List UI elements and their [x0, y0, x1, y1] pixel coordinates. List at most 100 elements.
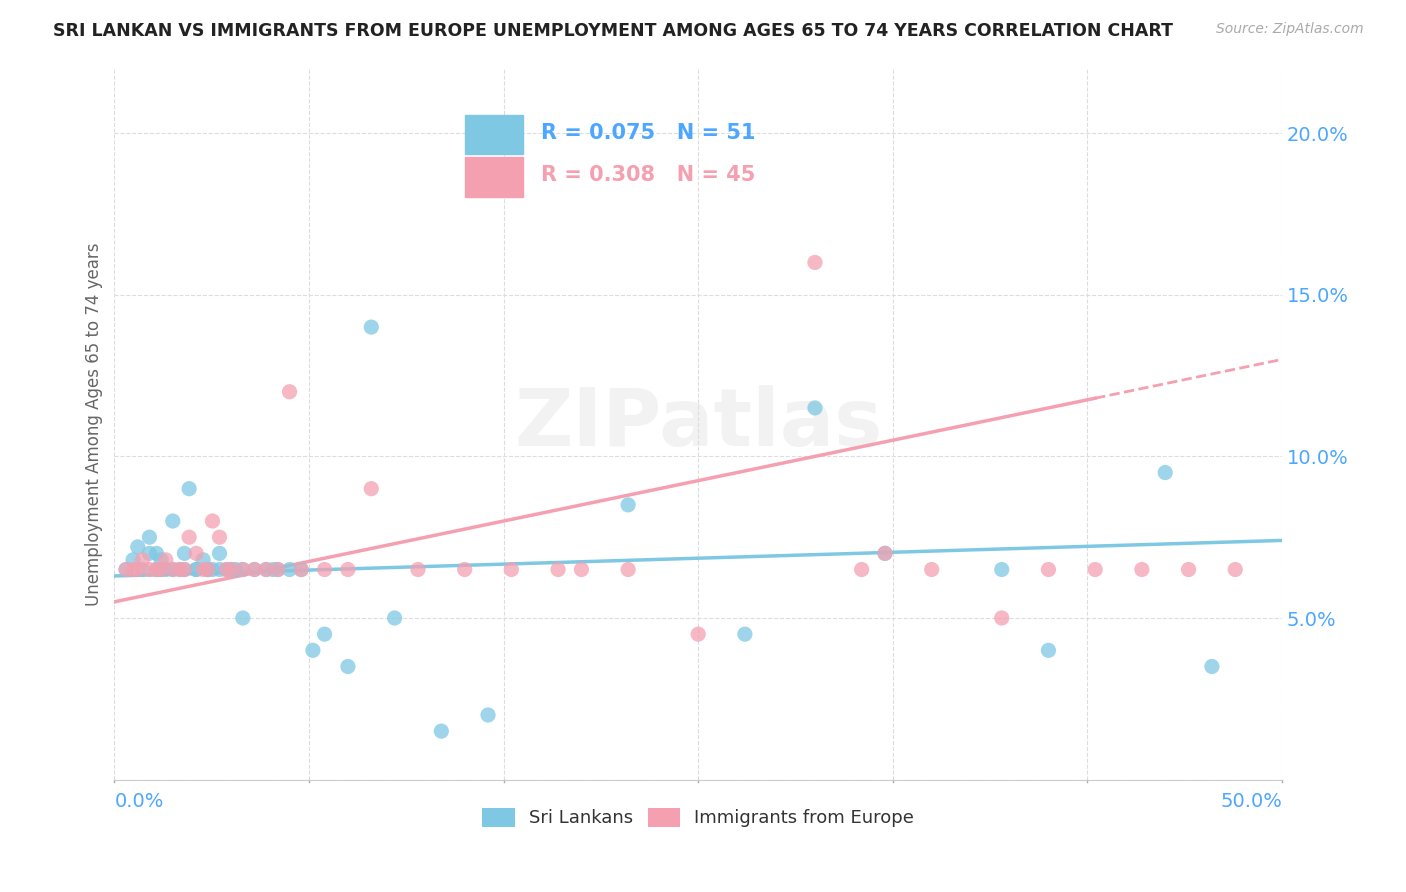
Point: [290, 562, 312, 576]
Point: [215, 562, 238, 576]
Point: [453, 562, 475, 576]
Point: [360, 482, 382, 496]
Point: [232, 562, 254, 576]
Point: [145, 562, 167, 576]
Text: ZIPatlas: ZIPatlas: [515, 385, 883, 463]
Point: [219, 562, 242, 576]
Point: [131, 562, 153, 576]
Point: [278, 384, 301, 399]
Point: [921, 562, 943, 576]
Point: [122, 553, 145, 567]
Point: [384, 611, 406, 625]
Text: 50.0%: 50.0%: [1220, 792, 1282, 812]
Point: [169, 562, 191, 576]
Bar: [464, 115, 523, 153]
Point: [155, 553, 177, 567]
Point: [208, 546, 231, 560]
Point: [186, 562, 208, 576]
Point: [131, 553, 153, 567]
Point: [571, 562, 593, 576]
Point: [290, 562, 312, 576]
Point: [225, 562, 247, 576]
Point: [873, 546, 896, 560]
Point: [243, 562, 266, 576]
Y-axis label: Unemployment Among Ages 65 to 74 years: Unemployment Among Ages 65 to 74 years: [86, 243, 103, 606]
Point: [155, 562, 177, 576]
Point: [191, 562, 214, 576]
Text: R = 0.075   N = 51: R = 0.075 N = 51: [540, 122, 755, 143]
Point: [173, 562, 195, 576]
Point: [1084, 562, 1107, 576]
Point: [179, 482, 201, 496]
Point: [336, 659, 359, 673]
Point: [197, 562, 219, 576]
Point: [191, 553, 214, 567]
Point: [617, 498, 640, 512]
Text: R = 0.308   N = 45: R = 0.308 N = 45: [540, 165, 755, 186]
Point: [851, 562, 873, 576]
Point: [734, 627, 756, 641]
Point: [1177, 562, 1199, 576]
Point: [278, 562, 301, 576]
Text: Source: ZipAtlas.com: Source: ZipAtlas.com: [1216, 22, 1364, 37]
Point: [215, 562, 238, 576]
Point: [688, 627, 710, 641]
Point: [314, 562, 336, 576]
Point: [115, 562, 138, 576]
Point: [547, 562, 569, 576]
Point: [873, 546, 896, 560]
Point: [208, 530, 231, 544]
Point: [179, 530, 201, 544]
Point: [150, 553, 173, 567]
Point: [145, 546, 167, 560]
Point: [145, 562, 167, 576]
Point: [617, 562, 640, 576]
Point: [262, 562, 284, 576]
Point: [1201, 659, 1223, 673]
Point: [186, 562, 208, 576]
Point: [197, 562, 219, 576]
Point: [150, 562, 173, 576]
Point: [990, 562, 1012, 576]
Point: [169, 562, 191, 576]
Point: [990, 611, 1012, 625]
Point: [1038, 562, 1060, 576]
Point: [267, 562, 290, 576]
Point: [1038, 643, 1060, 657]
Point: [360, 320, 382, 334]
Text: 0.0%: 0.0%: [114, 792, 163, 812]
Point: [173, 562, 195, 576]
Point: [219, 562, 242, 576]
Point: [804, 401, 827, 415]
Point: [804, 255, 827, 269]
Point: [127, 540, 149, 554]
Point: [501, 562, 523, 576]
Point: [115, 562, 138, 576]
Point: [162, 514, 184, 528]
Bar: [464, 157, 523, 196]
Point: [302, 643, 325, 657]
Point: [254, 562, 277, 576]
Point: [201, 562, 224, 576]
Point: [138, 530, 160, 544]
Point: [232, 611, 254, 625]
Point: [162, 562, 184, 576]
Point: [197, 562, 219, 576]
Point: [406, 562, 429, 576]
Point: [1130, 562, 1153, 576]
Point: [186, 546, 208, 560]
Point: [430, 724, 453, 739]
Point: [208, 562, 231, 576]
Point: [477, 708, 499, 723]
Point: [150, 562, 173, 576]
Point: [1154, 466, 1177, 480]
Point: [138, 546, 160, 560]
Point: [254, 562, 277, 576]
Point: [162, 562, 184, 576]
Point: [232, 562, 254, 576]
Point: [138, 562, 160, 576]
Point: [336, 562, 359, 576]
Point: [314, 627, 336, 641]
Point: [1225, 562, 1247, 576]
Text: SRI LANKAN VS IMMIGRANTS FROM EUROPE UNEMPLOYMENT AMONG AGES 65 TO 74 YEARS CORR: SRI LANKAN VS IMMIGRANTS FROM EUROPE UNE…: [53, 22, 1174, 40]
